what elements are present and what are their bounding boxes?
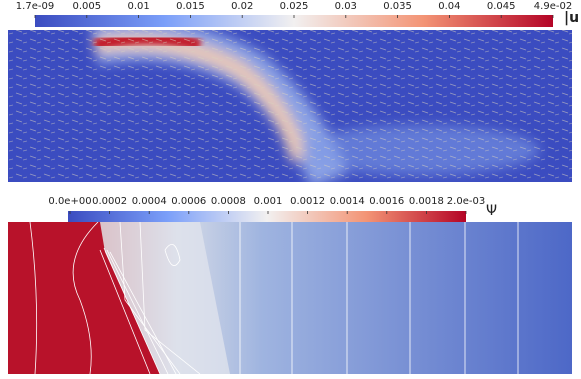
colorbar-tick-label: 0.045 xyxy=(487,1,516,12)
colorbar-tick-label: 0.0014 xyxy=(330,196,365,207)
colorbar-tick-label: 0.0004 xyxy=(132,196,167,207)
colorbar-tick-label: 0.0012 xyxy=(290,196,325,207)
bottom-colorbar-label: Ψ xyxy=(486,203,497,219)
colorbar-tick-label: 0.0006 xyxy=(171,196,206,207)
colorbar-tick-label: 0.01 xyxy=(127,1,149,12)
colorbar-tick-label: 1.7e-09 xyxy=(16,1,54,12)
velocity-field xyxy=(8,30,572,182)
bottom-colorbar xyxy=(68,211,466,222)
colorbar-tick-label: 0.0018 xyxy=(409,196,444,207)
top-colorbar-label: |u xyxy=(564,10,579,26)
colorbar-tick-label: 0.005 xyxy=(72,1,101,12)
colorbar-tick-label: 0.035 xyxy=(383,1,412,12)
colorbar-tick-label: 0.0008 xyxy=(211,196,246,207)
colorbar-tick-label: 0.0002 xyxy=(92,196,127,207)
colorbar-tick-label: 0.0016 xyxy=(369,196,404,207)
colorbar-tick-label: 2.0e-03 xyxy=(447,196,485,207)
streamfunction-field xyxy=(8,222,572,374)
colorbar-tick-label: 0.04 xyxy=(438,1,460,12)
colorbar-tick-label: 0.03 xyxy=(335,1,357,12)
colorbar-tick-label: 0.0e+00 xyxy=(48,196,91,207)
top-colorbar xyxy=(35,15,553,27)
colorbar-tick-label: 0.025 xyxy=(280,1,309,12)
colorbar-tick-label: 0.001 xyxy=(254,196,283,207)
colorbar-tick-label: 0.015 xyxy=(176,1,205,12)
colorbar-tick-label: 4.9e-02 xyxy=(534,1,572,12)
colorbar-tick-label: 0.02 xyxy=(231,1,253,12)
